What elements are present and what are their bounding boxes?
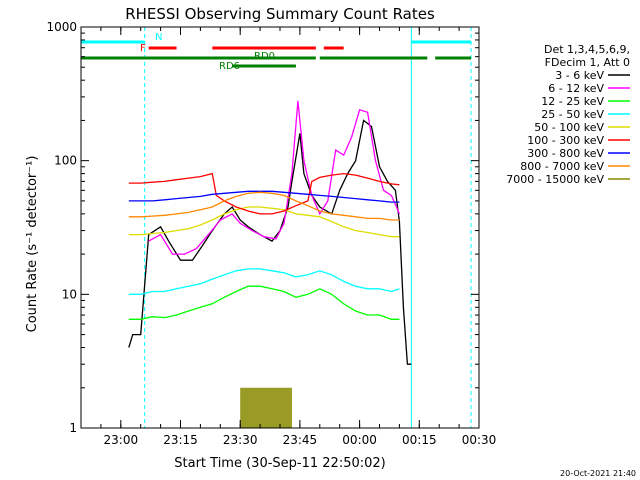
series-line-1: [148, 100, 400, 255]
x-tick-label: 23:30: [223, 433, 258, 447]
y-tick-label: 100: [54, 154, 77, 168]
footer-date: 20-Oct-2021 21:40: [560, 469, 636, 478]
legend-entry-5: 100 - 300 keV: [527, 134, 604, 147]
state-bar-label-rd6: RD6: [219, 61, 240, 72]
legend-entry-8: 7000 - 15000 keV: [506, 173, 604, 186]
series-8-area: [240, 387, 292, 428]
y-tick-label: 10: [62, 287, 77, 301]
y-axis-label: Count Rate (s⁻¹ detector⁻¹): [25, 156, 40, 333]
legend-entry-2: 12 - 25 keV: [541, 95, 604, 108]
legend-entry-3: 25 - 50 keV: [541, 108, 604, 121]
legend-entry-0: 3 - 6 keV: [555, 69, 604, 82]
x-tick-label: 23:15: [163, 433, 198, 447]
legend-header-1: Det 1,3,4,5,6,9,: [544, 43, 630, 56]
legend-entry-7: 800 - 7000 keV: [520, 160, 604, 173]
legend-header-2: FDecim 1, Att 0: [545, 56, 630, 69]
legend-entry-6: 300 - 800 keV: [527, 147, 604, 160]
series-line-7: [128, 191, 400, 221]
legend-entry-4: 50 - 100 keV: [534, 121, 604, 134]
legend: Det 1,3,4,5,6,9, FDecim 1, Att 0 3 - 6 k…: [506, 43, 630, 186]
y-tick-label: 1000: [46, 20, 77, 34]
x-tick-label: 00:30: [462, 433, 497, 447]
state-bar-label-rd0: RD0: [254, 51, 275, 62]
series-line-3: [128, 268, 400, 295]
state-bar-label-f: F: [140, 43, 146, 54]
legend-entry-1: 6 - 12 keV: [548, 82, 604, 95]
x-tick-label: 23:00: [104, 433, 139, 447]
state-bar-label-n: N: [155, 32, 162, 43]
series-line-5: [128, 172, 400, 215]
series-line-4: [128, 206, 400, 238]
x-axis-label: Start Time (30-Sep-11 22:50:02): [174, 456, 385, 471]
chart-title: RHESSI Observing Summary Count Rates: [125, 5, 435, 23]
x-tick-label: 00:15: [402, 433, 437, 447]
series-line-2: [128, 285, 400, 320]
x-tick-label: 00:00: [342, 433, 377, 447]
series-line-6: [128, 190, 400, 203]
series-line-0: [128, 119, 412, 365]
plot-frame: [80, 26, 480, 429]
x-tick-label: 23:45: [283, 433, 318, 447]
y-tick-label: 1: [69, 421, 77, 435]
